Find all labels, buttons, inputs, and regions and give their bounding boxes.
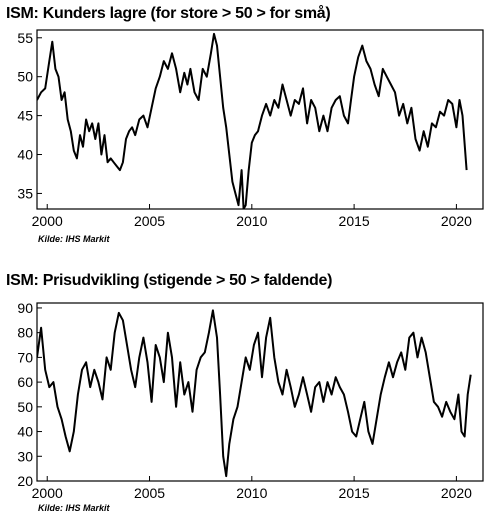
y-tick-label-inventories-50: 50 <box>17 69 33 85</box>
y-tick-label-inventories-40: 40 <box>17 147 33 163</box>
y-tick-label-inventories-55: 55 <box>17 30 33 46</box>
series-line-inventories-0 <box>37 32 468 209</box>
y-tick-label-prices-90: 90 <box>17 300 33 316</box>
x-tick-label-prices-2010: 2010 <box>236 485 267 501</box>
x-tick-label-prices-2000: 2000 <box>32 485 63 501</box>
y-tick-label-inventories-45: 45 <box>17 108 33 124</box>
chart-title-prices: ISM: Prisudvikling (stigende > 50 > fald… <box>6 272 333 289</box>
y-tick-label-prices-50: 50 <box>17 399 33 415</box>
plot-frame-inventories <box>36 29 484 210</box>
x-tick-label-prices-2015: 2015 <box>339 485 370 501</box>
y-tick-label-inventories-35: 35 <box>17 185 33 201</box>
y-tick-label-prices-40: 40 <box>17 424 33 440</box>
source-note-inventories: Kilde: IHS Markit <box>38 234 110 244</box>
series-line-prices-0 <box>37 309 472 478</box>
x-tick-label-prices-2020: 2020 <box>441 485 472 501</box>
plot-frame-prices <box>36 302 484 482</box>
y-tick-label-prices-60: 60 <box>17 374 33 390</box>
x-tick-label-inventories-2010: 2010 <box>236 213 267 229</box>
x-tick-label-inventories-2020: 2020 <box>441 213 472 229</box>
y-tick-label-prices-30: 30 <box>17 448 33 464</box>
x-tick-label-inventories-2000: 2000 <box>32 213 63 229</box>
y-tick-label-prices-20: 20 <box>17 473 33 489</box>
x-tick-label-prices-2005: 2005 <box>134 485 165 501</box>
x-tick-label-inventories-2005: 2005 <box>134 213 165 229</box>
source-note-prices: Kilde: IHS Markit <box>38 503 110 513</box>
y-tick-label-prices-70: 70 <box>17 349 33 365</box>
x-tick-label-inventories-2015: 2015 <box>339 213 370 229</box>
chart-title-inventories: ISM: Kunders lagre (for store > 50 > for… <box>6 5 331 22</box>
y-tick-label-prices-80: 80 <box>17 325 33 341</box>
